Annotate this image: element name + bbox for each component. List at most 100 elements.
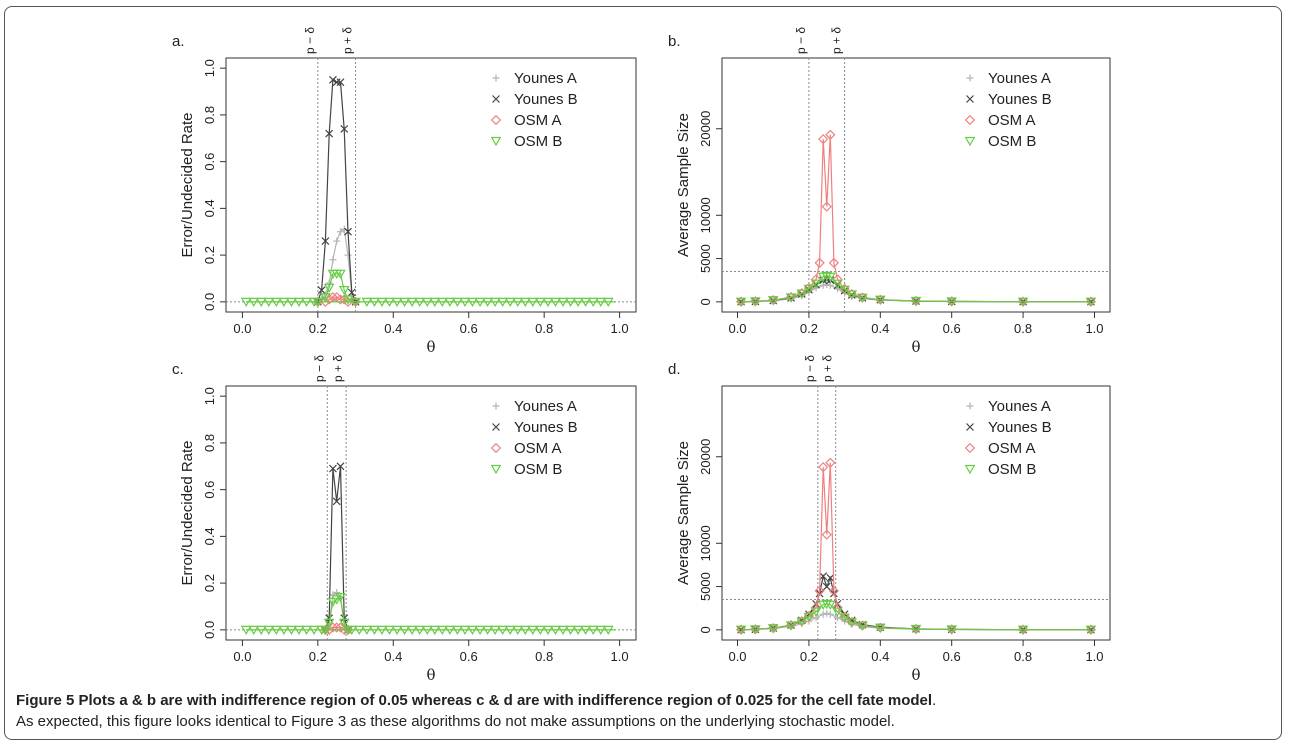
panel-a-baseline-point [255, 297, 267, 308]
panel-c-series-younes_b-line [324, 466, 349, 630]
panel-b-series-osm_a-point [814, 257, 825, 269]
panel-a-baseline-point [399, 297, 410, 308]
panel-a-baseline-point [293, 297, 305, 308]
panel-d-series-osm_b-point [803, 612, 815, 623]
panel-d-legend-marker-osm_a [964, 442, 976, 454]
panel-d-series-osm_a-point [818, 461, 829, 473]
panel-d-xtick-label: 1.0 [1085, 649, 1103, 664]
panel-a-series-younes_a-point [340, 225, 348, 233]
panel-a-baseline-point [550, 297, 561, 308]
panel-d-series-osm_b-point [1017, 625, 1029, 635]
panel-a-baseline-point [414, 297, 426, 308]
figure-plots: a. 0.0 0.2 0.4 0.6 0.8 1.0 θ 0.0 0.2 0.4 0.6 0.8 1.0 E… [172, 27, 1111, 684]
panel-a-baseline-point [519, 297, 531, 308]
panel-a-series-osm_b-point [320, 293, 331, 303]
panel-b-legend-label-younes_b: Younes B [988, 91, 1052, 108]
panel-c-baseline-point [572, 625, 584, 636]
panel-a-baseline-point [436, 297, 448, 308]
panel-d-ytick-label: 0 [698, 626, 713, 633]
panel-d-series-osm_b-line [741, 603, 1091, 631]
panel-a-baseline-point [286, 297, 297, 308]
panel-c-baseline-point [519, 625, 531, 636]
panel-a-baseline-point [527, 297, 539, 308]
panel-c-series-younes_b-point [336, 462, 345, 471]
panel-c-baseline-point [353, 625, 365, 636]
panel-a-baseline-point [512, 297, 524, 308]
panel-d-series-osm_b-point [821, 599, 833, 610]
panel-a-series-younes_b-point [332, 78, 341, 87]
panel-d-ytick-label: 10000 [698, 525, 713, 561]
panel-a-baseline-point [459, 297, 471, 308]
panel-a-ylabel: Error/Undecided Rate [179, 112, 196, 257]
panel-b-series-osm_b-point [910, 296, 922, 307]
panel-d-series-osm_b-point [824, 600, 836, 610]
panel-a-baseline-point [308, 297, 320, 308]
panel-c-baseline-point [550, 625, 561, 636]
panel-b-xtick-label: 0.8 [1014, 321, 1032, 336]
panel-a-baseline-point [482, 297, 493, 308]
panel-a-baseline-point [587, 297, 599, 308]
panel-c-baseline-point [580, 625, 591, 636]
panel-b-vline-label-1: p + δ [830, 27, 844, 54]
panel-d-xtick-label: 0.6 [943, 649, 961, 664]
panel-b-series-osm_b-point [796, 289, 808, 299]
panel-c-baseline-point [459, 625, 471, 636]
panel-b-vline-label-0: p − δ [794, 27, 808, 54]
panel-a-baseline-point [602, 297, 614, 308]
panel-c-ytick-label: 0.0 [202, 621, 217, 639]
panel-c-baseline-point [467, 625, 478, 636]
panel-a-ytick-label: 0.4 [202, 199, 217, 217]
panel-b-legend-label-osm_a: OSM A [988, 112, 1036, 129]
panel-c-baseline-point [278, 625, 290, 636]
panel-b-series-osm_b-point [946, 297, 958, 307]
panel-d-series-osm_b-point [839, 613, 850, 623]
panel-a-baseline-point [504, 297, 516, 308]
panel-c-ytick-label: 0.4 [202, 527, 217, 545]
panel-d-series-osm_b-point [735, 625, 747, 635]
panel-d-series-osm_b-point [1085, 625, 1097, 635]
panel-a-baseline-point [557, 297, 569, 308]
panel-b-ytick-label: 5000 [698, 244, 713, 273]
panel-a-series-osm_a-point [335, 294, 346, 305]
panel-c-legend-label-osm_b: OSM B [514, 461, 562, 478]
panel-d-legend-label-osm_a: OSM A [988, 440, 1036, 457]
panel-a-baseline-point [467, 297, 478, 308]
panel-a-series-younes_a-point [336, 228, 344, 236]
panel-a-baseline-point [240, 297, 252, 308]
panel-c-label: c. [172, 361, 184, 378]
panel-c-series-younes_b-point [329, 464, 337, 473]
panel-c-baseline-point [474, 625, 486, 636]
panel-c-legend-label-younes_a: Younes A [514, 398, 577, 415]
panel-a-series-osm_b-point [342, 295, 354, 305]
panel-a-series-younes_b-point [340, 124, 349, 133]
panel-a-legend-marker-osm_b [490, 136, 502, 147]
panel-c-legend-label-younes_b: Younes B [514, 419, 578, 436]
panel-d-legend-marker-younes_b [966, 423, 974, 431]
caption-title: Figure 5 Plots a & b are with indifferen… [16, 692, 933, 709]
panel-c-baseline-point [557, 625, 569, 636]
panel-d-series-osm_a-point [821, 529, 832, 540]
panel-a-series-younes_b-point [336, 78, 345, 87]
panel-d-plot-box [721, 385, 1111, 641]
caption-period: . [932, 692, 937, 709]
panel-a-legend-marker-osm_a [490, 114, 502, 126]
panel-b-series-osm_b-point [767, 296, 779, 306]
panel-c-ytick-label: 0.6 [202, 481, 217, 499]
panel-a-baseline-point [376, 297, 388, 308]
panel-d-ylabel: Average Sample Size [675, 441, 692, 585]
panel-a-baseline-point [580, 297, 591, 308]
panel-d-xtick-label: 0.0 [728, 649, 746, 664]
panel-b-ylabel: Average Sample Size [675, 113, 692, 257]
panel-b-series-osm_b-point [785, 293, 797, 303]
panel-d-series-osm_a-point [828, 585, 840, 597]
panel-a-baseline-point [489, 297, 501, 308]
panel-c-baseline-point [429, 625, 441, 636]
panel-c-plot-box [225, 385, 637, 641]
panel-d-xtick-label: 0.4 [871, 649, 889, 664]
panel-a-series-osm_a-point [320, 296, 331, 307]
panel-b-series-osm_b-point [1017, 297, 1029, 307]
panel-c-ylabel: Error/Undecided Rate [179, 440, 196, 585]
panel-d: d. 0.0 0.2 0.4 0.6 0.8 1.0 θ 0 5000 10000 20000 Aver… [668, 355, 1111, 684]
panel-a-xtick-label: 0.8 [535, 321, 553, 336]
panel-c-baseline-point [376, 625, 388, 636]
